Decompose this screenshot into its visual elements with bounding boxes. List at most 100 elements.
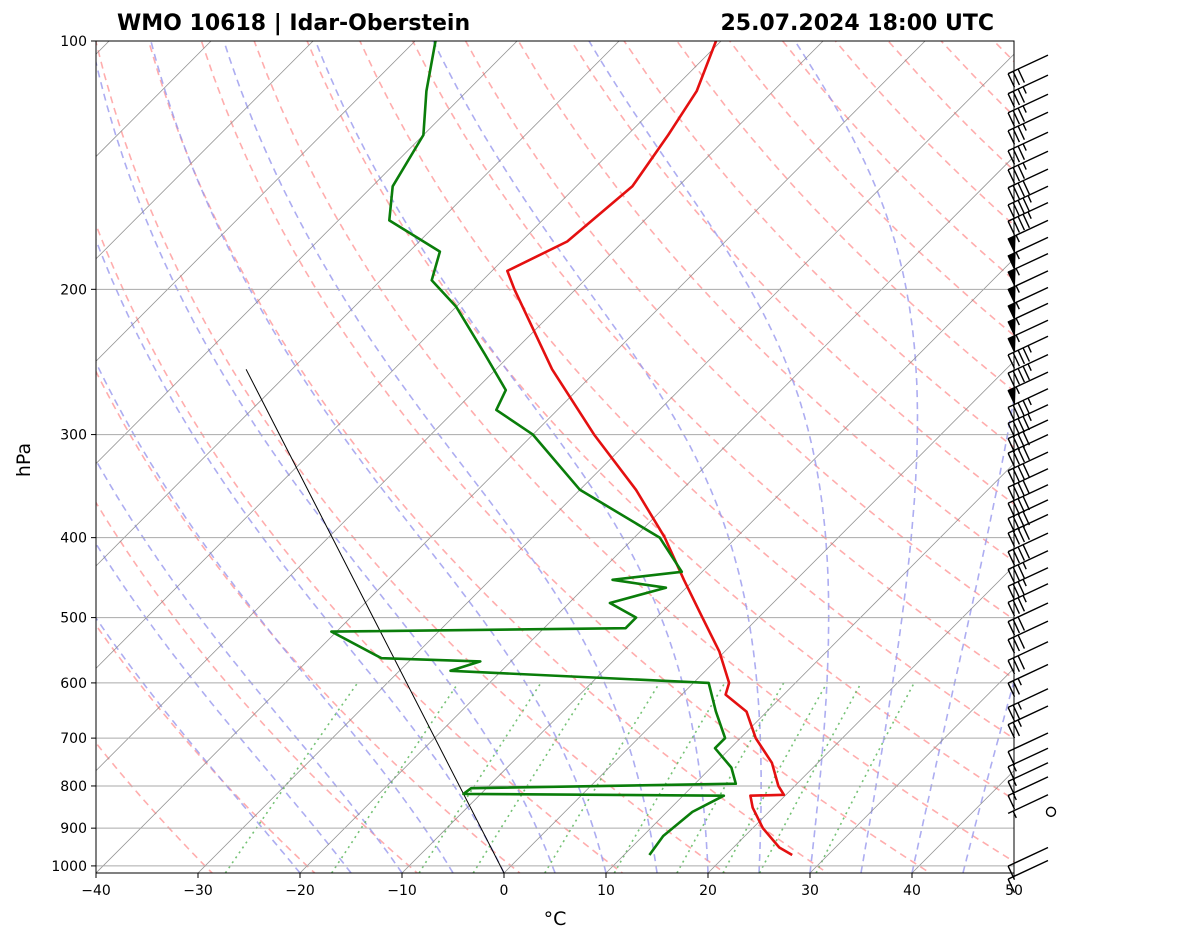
wind-barb-staff [1007,620,1049,641]
wind-barb-flag [1012,704,1021,719]
x-tick-label: 0 [500,883,509,899]
parcel-path-line [245,369,505,873]
wind-barb [1007,663,1049,697]
wind-barb-flag [1017,564,1026,579]
wind-barb [1007,688,1049,722]
y-tick-label: 500 [60,611,87,627]
wind-barb-flag [1012,128,1021,143]
wind-barb-staff [1007,111,1049,132]
wind-barb-half-flag [1027,195,1032,203]
wind-barb-flag [1012,450,1021,465]
wind-barb-flag [1007,724,1016,739]
wind-barb-pennant [1007,285,1016,304]
wind-barb-staff [1007,150,1049,171]
wind-barb-flag [1012,404,1021,419]
wind-barb-staff [1007,663,1049,684]
wind-barb-half-flag [1022,86,1027,94]
wind-barb-staff [1007,468,1049,488]
wind-barb-half-flag [1012,764,1017,772]
wind-barb-pennant [1007,268,1016,287]
wind-barb [1007,451,1049,485]
isotherm [96,41,518,465]
wind-barb-flag [1007,707,1016,722]
calm-wind-circle [1045,806,1057,818]
wind-barb-half-flag [1027,363,1032,371]
wind-barb-flag [1017,616,1026,631]
wind-barb-staff [1007,532,1049,553]
wind-barb-flag [1007,660,1016,675]
wind-barb-flag [1022,544,1031,559]
wind-barb-staff [1007,859,1049,880]
wind-barb-flag [1012,680,1021,695]
wind-barb-flag [1022,463,1031,478]
wind-barb [1007,93,1049,127]
isotherm [401,258,1014,873]
dry-adiabat [96,623,316,873]
wind-barb-half-flag [1027,211,1032,219]
wind-barb-flag [1012,637,1021,652]
wind-barb [1007,236,1049,270]
wind-barb-half-flag [1015,252,1020,260]
wind-barb-half-flag [1022,579,1027,587]
moist-adiabat [588,41,830,873]
dry-adiabat [147,41,829,873]
isotherm [605,463,1014,873]
wind-barb-staff [1007,451,1049,472]
wind-barb [1007,111,1049,145]
wind-barb-flag [1007,487,1016,502]
chart-title-datetime: 25.07.2024 18:00 UTC [720,11,994,36]
wind-barb-flag [1007,169,1016,184]
wind-barb-staff [1007,776,1049,797]
wind-barb [1007,185,1049,219]
wind-barb-flag [1007,532,1016,547]
moist-adiabat [911,393,1014,873]
wind-barb-flag [1017,498,1026,513]
moist-adiabat [962,678,1014,873]
wind-barb-staff [1007,846,1049,867]
wind-barb-flag [1012,657,1021,672]
wind-barb-flag [1012,110,1021,125]
wind-barb-flag [1017,546,1026,561]
wind-barb-staff [1007,419,1049,440]
isotherm [809,667,1014,873]
x-tick-label: −40 [81,883,111,899]
mixing-ratio-line [331,682,459,873]
wind-barb-flag [1022,511,1031,526]
y-tick-label: 100 [60,34,87,50]
wind-barb-flag [1007,878,1016,893]
wind-barb-flag [1007,602,1016,617]
wind-barb [1007,302,1049,336]
wind-barb-flag [1017,145,1026,160]
wind-barb [1007,602,1049,636]
wind-barb-flag [1012,91,1021,106]
wind-barb [1007,762,1049,796]
wind-barb-staff [1007,732,1049,753]
isotherm [96,41,416,362]
wind-barb-flag [1017,597,1026,612]
moist-adiabat [96,237,505,873]
wind-barb [1007,532,1049,566]
y-axis-label: hPa [13,443,35,477]
y-tick-label: 600 [60,676,87,692]
wind-barb-flag [1007,438,1016,453]
wind-barb-flag [1022,213,1031,229]
wind-barb [1007,150,1049,184]
wind-barb [1007,353,1049,388]
wind-barb-flag [1017,216,1026,231]
wind-barb-pennant [1007,251,1016,270]
wind-barb-flag [1007,112,1016,127]
isotherm [96,41,620,567]
y-tick-label: 200 [60,282,87,298]
wind-barb-flag [1012,566,1021,581]
wind-barb-flag [1012,599,1021,614]
x-tick-label: −10 [387,883,417,899]
wind-barb-staff [1007,93,1049,114]
dewpoint-profile-line [330,41,738,856]
wind-barb [1007,747,1049,781]
wind-barb-flag [1007,639,1016,654]
plot-frame [95,40,1015,874]
wind-barb-flag [1012,202,1021,217]
wind-barb-flag [1022,400,1031,415]
wind-barb-staff [1007,353,1049,374]
